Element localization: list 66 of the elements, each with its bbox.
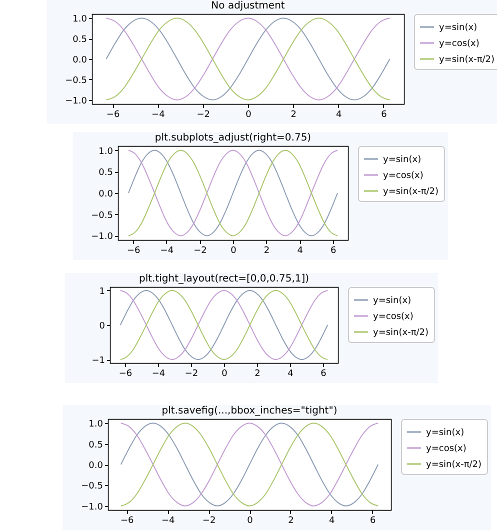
x-tick-label: 4	[336, 110, 342, 120]
x-tick-label: 2	[290, 110, 297, 120]
y-tick-label: 0.5	[88, 440, 103, 450]
legend-label: y=cos(x)	[439, 39, 480, 49]
y-tick-label: −0.5	[81, 482, 103, 492]
y-tick-label: −0.5	[65, 76, 87, 86]
chart-title: No adjustment	[211, 0, 285, 12]
x-tick-label: −6	[127, 246, 141, 256]
legend-label: y=sin(x-π/2)	[373, 328, 429, 338]
y-tick-label: 0.0	[88, 461, 104, 471]
legend-label: y=cos(x)	[426, 444, 466, 454]
line-series	[120, 422, 379, 506]
y-tick-label: 0.0	[98, 190, 114, 200]
x-tick-label: 0	[247, 516, 254, 526]
y-tick-label: 0.5	[98, 168, 113, 178]
x-tick-label: 0	[222, 369, 228, 379]
x-tick-label: 6	[330, 246, 336, 256]
y-tick-label: −1	[92, 356, 105, 366]
x-tick-label: −6	[118, 369, 132, 379]
x-tick-label: −4	[160, 246, 174, 256]
x-tick-label: 4	[297, 246, 304, 256]
line-series	[128, 150, 338, 236]
legend-label: y=sin(x)	[383, 155, 422, 165]
x-tick-label: −6	[120, 516, 134, 526]
x-tick-label: 2	[288, 516, 294, 526]
x-tick-label: 2	[264, 246, 270, 256]
y-tick-label: 0.5	[72, 35, 87, 46]
y-tick-label: 0.0	[72, 56, 88, 66]
y-tick-label: 1.0	[98, 146, 114, 157]
legend-label: y=sin(x-π/2)	[383, 187, 439, 197]
x-tick-label: −4	[152, 110, 166, 120]
y-tick-label: −1.0	[91, 232, 114, 242]
x-tick-label: 6	[320, 369, 327, 379]
y-tick-label: 0	[99, 322, 106, 332]
x-tick-label: 4	[329, 516, 336, 526]
legend-label: y=sin(x-π/2)	[439, 55, 495, 65]
y-tick-label: −0.5	[91, 210, 113, 221]
y-tick-label: 1	[99, 286, 105, 297]
line-series	[106, 18, 390, 100]
y-tick-label: −1.0	[65, 96, 88, 106]
legend-label: y=cos(x)	[373, 312, 414, 322]
x-tick-label: 6	[370, 516, 376, 526]
x-tick-label: 2	[254, 369, 260, 379]
legend-label: y=cos(x)	[383, 171, 424, 181]
x-tick-label: 6	[381, 110, 388, 120]
x-tick-label: 4	[288, 369, 294, 379]
x-tick-label: −2	[184, 369, 198, 379]
x-tick-label: −4	[152, 369, 166, 379]
legend-label: y=sin(x)	[439, 23, 478, 33]
x-tick-label: −6	[106, 110, 120, 120]
chart-title: plt.tight_layout(rect=[0,0,0.75,1])	[138, 273, 310, 284]
y-tick-label: 1.0	[72, 14, 88, 25]
x-tick-label: 0	[230, 246, 237, 256]
y-tick-label: 1.0	[88, 420, 104, 430]
x-tick-label: −2	[196, 110, 210, 120]
y-tick-label: −1.0	[81, 502, 104, 512]
x-tick-label: 0	[246, 110, 252, 120]
chart-title: plt.savefig(...,bbox_inches="tight")	[162, 406, 338, 416]
x-tick-label: −4	[161, 516, 175, 526]
chart-title: plt.subplots_adjust(right=0.75)	[154, 132, 312, 144]
x-tick-label: −2	[194, 246, 207, 256]
legend-label: y=sin(x)	[426, 428, 464, 438]
line-series	[120, 290, 328, 360]
legend-label: y=sin(x-π/2)	[426, 460, 482, 470]
legend-label: y=sin(x)	[373, 296, 412, 306]
x-tick-label: −2	[202, 516, 216, 526]
